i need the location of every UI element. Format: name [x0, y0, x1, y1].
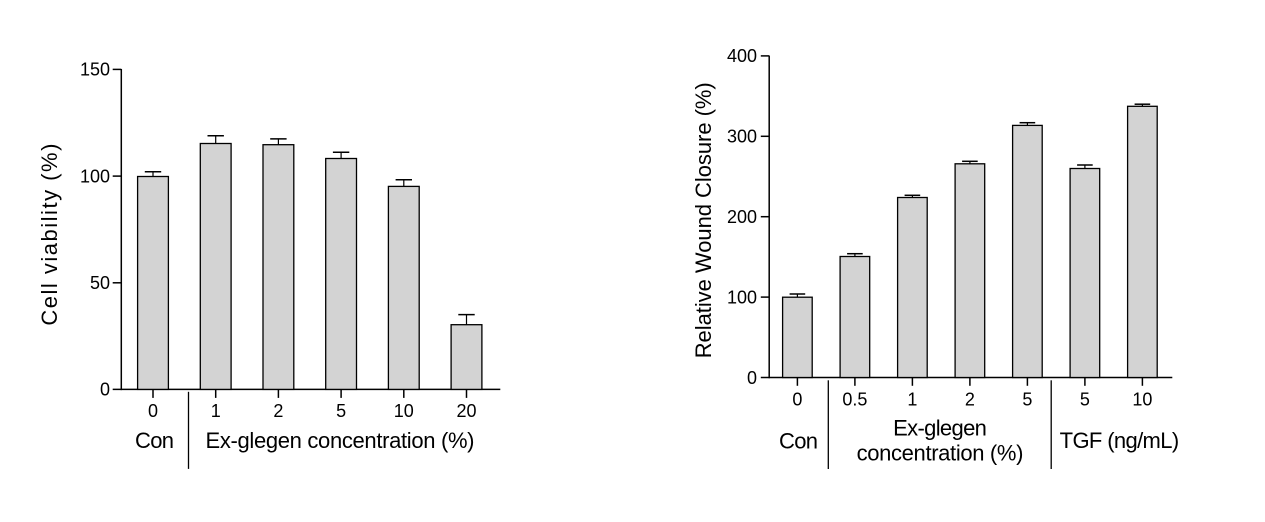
svg-text:300: 300 [727, 127, 757, 147]
svg-text:100: 100 [80, 166, 110, 186]
svg-text:TGF (ng/mL): TGF (ng/mL) [1060, 428, 1180, 453]
svg-text:2: 2 [273, 401, 283, 421]
svg-text:100: 100 [727, 287, 757, 307]
svg-text:5: 5 [336, 401, 346, 421]
svg-text:10: 10 [394, 401, 414, 421]
svg-text:Relative Wound Closure (%): Relative Wound Closure (%) [691, 82, 716, 358]
svg-text:1: 1 [907, 390, 917, 410]
svg-text:5: 5 [1022, 390, 1032, 410]
svg-text:concentration (%): concentration (%) [857, 441, 1024, 466]
svg-text:0: 0 [792, 390, 802, 410]
svg-text:10: 10 [1132, 390, 1152, 410]
svg-text:150: 150 [80, 60, 110, 80]
svg-text:200: 200 [727, 207, 757, 227]
svg-text:Con: Con [135, 428, 174, 453]
svg-text:1: 1 [211, 401, 221, 421]
svg-text:0: 0 [100, 380, 110, 400]
svg-text:5: 5 [1080, 390, 1090, 410]
svg-text:Cell viability (%): Cell viability (%) [37, 144, 62, 326]
svg-text:Con: Con [779, 428, 818, 453]
svg-text:0.5: 0.5 [842, 390, 867, 410]
svg-text:Ex-glegen: Ex-glegen [893, 415, 987, 440]
svg-text:Ex-glegen concentration (%): Ex-glegen concentration (%) [206, 428, 475, 453]
svg-text:400: 400 [727, 46, 757, 66]
svg-text:2: 2 [965, 390, 975, 410]
svg-text:0: 0 [747, 368, 757, 388]
svg-text:50: 50 [90, 273, 110, 293]
svg-text:0: 0 [148, 401, 158, 421]
svg-text:20: 20 [456, 401, 476, 421]
